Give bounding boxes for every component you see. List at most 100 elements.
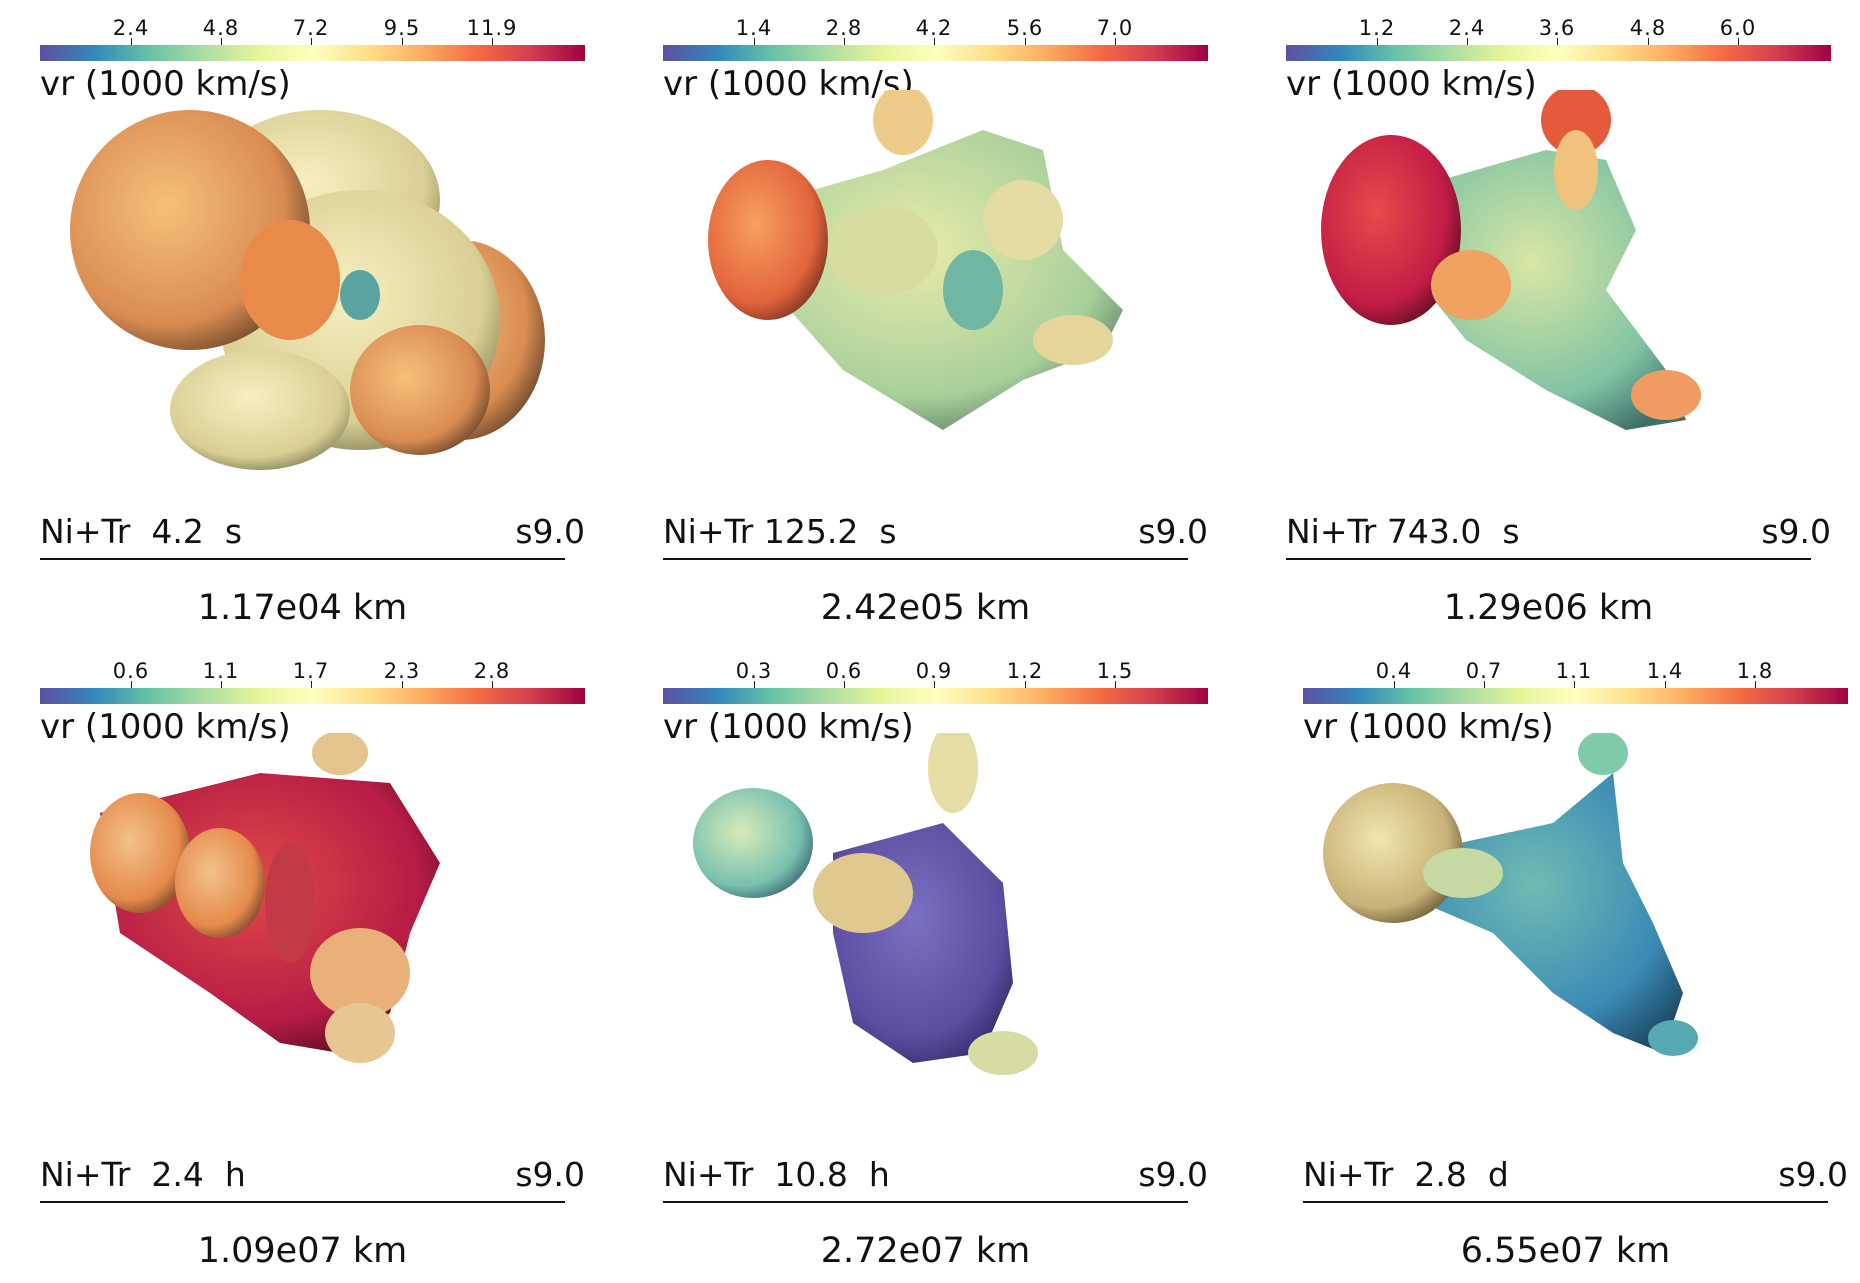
colorbar-tick: 1.2	[1358, 16, 1396, 40]
caption-model-time: Ni+Tr 10.8 h	[663, 1155, 890, 1194]
colorbar-tick-mark	[844, 681, 845, 688]
colorbar-tick: 1.1	[1555, 659, 1593, 683]
colorbar-tick: 0.4	[1375, 659, 1413, 683]
scale-length: 2.42e05 km	[820, 588, 1031, 628]
colorbar-tick-mark	[1467, 38, 1468, 45]
colorbar-tick: 5.6	[1006, 16, 1044, 40]
colorbar-tick-mark	[754, 681, 755, 688]
colorbar-tick-mark	[131, 681, 132, 688]
time-value: 125.2	[763, 512, 859, 551]
model-tag: s9.0	[1138, 1155, 1208, 1194]
time-unit: s	[224, 512, 243, 551]
colorbar-label: vr (1000 km/s)	[663, 64, 914, 104]
colorbar-tick: 1.8	[1736, 659, 1774, 683]
colorbar-tick: 7.2	[292, 16, 330, 40]
colorbar-tick-mark	[1115, 681, 1116, 688]
colorbar-tick: 9.5	[383, 16, 421, 40]
colorbar-tick: 6.0	[1719, 16, 1757, 40]
model-label: Ni+Tr	[663, 1155, 754, 1194]
colorbar-gradient	[1286, 45, 1831, 61]
panel-2: 1.4 2.8 4.2 5.6 7.0 vr (1000 km/s) Ni+Tr…	[663, 0, 1223, 640]
colorbar-tick-mark	[311, 38, 312, 45]
colorbar-label: vr (1000 km/s)	[40, 64, 291, 104]
colorbar-tick: 2.3	[383, 659, 421, 683]
ejecta-render	[70, 110, 545, 470]
colorbar-tick: 3.6	[1538, 16, 1576, 40]
panel-3: 1.2 2.4 3.6 4.8 6.0 vr (1000 km/s) Ni+Tr…	[1286, 0, 1846, 640]
colorbar-tick: 1.4	[735, 16, 773, 40]
colorbar-tick: 2.4	[1448, 16, 1486, 40]
colorbar-tick-mark	[1755, 681, 1756, 688]
colorbar-label: vr (1000 km/s)	[1286, 64, 1537, 104]
colorbar-tick-mark	[221, 681, 222, 688]
colorbar-tick-mark	[844, 38, 845, 45]
colorbar-tick: 0.6	[825, 659, 863, 683]
colorbar-tick: 4.8	[1629, 16, 1667, 40]
panel-4: 0.6 1.1 1.7 2.3 2.8 vr (1000 km/s) Ni+Tr…	[40, 643, 600, 1283]
time-value: 2.4	[151, 1155, 204, 1194]
model-label: Ni+Tr	[1286, 512, 1377, 551]
colorbar-tick-mark	[754, 38, 755, 45]
model-tag: s9.0	[1778, 1155, 1848, 1194]
model-label: Ni+Tr	[663, 512, 754, 551]
time-value: 743.0	[1386, 512, 1482, 551]
ejecta-render	[708, 90, 1123, 430]
time-unit: s	[879, 512, 897, 551]
model-label: Ni+Tr	[1303, 1155, 1394, 1194]
colorbar-label: vr (1000 km/s)	[1303, 707, 1554, 747]
colorbar-gradient	[663, 45, 1208, 61]
caption-model-time: Ni+Tr 2.4 h	[40, 1155, 246, 1194]
colorbar-tick: 2.8	[825, 16, 863, 40]
colorbar-tick-mark	[1665, 681, 1666, 688]
colorbar-label: vr (1000 km/s)	[40, 707, 291, 747]
colorbar-tick: 4.8	[202, 16, 240, 40]
caption-model-time: Ni+Tr 4.2 s	[40, 512, 242, 551]
model-label: Ni+Tr	[40, 1155, 131, 1194]
scale-bar	[1286, 558, 1811, 560]
colorbar-tick-mark	[492, 681, 493, 688]
colorbar-tick: 1.2	[1006, 659, 1044, 683]
model-tag: s9.0	[515, 512, 585, 551]
colorbar-gradient	[40, 45, 585, 61]
scale-length: 1.17e04 km	[197, 588, 408, 628]
colorbar-tick-mark	[402, 38, 403, 45]
model-tag: s9.0	[515, 1155, 585, 1194]
colorbar-tick-mark	[1115, 38, 1116, 45]
colorbar-tick: 0.7	[1465, 659, 1503, 683]
colorbar-tick: 1.7	[292, 659, 330, 683]
scale-length: 2.72e07 km	[820, 1231, 1031, 1271]
colorbar-tick-mark	[1484, 681, 1485, 688]
colorbar-tick: 7.0	[1096, 16, 1134, 40]
scale-bar	[40, 558, 565, 560]
time-unit: h	[224, 1155, 246, 1194]
caption-model-time: Ni+Tr 743.0 s	[1286, 512, 1520, 551]
colorbar-tick-mark	[402, 681, 403, 688]
time-value: 10.8	[774, 1155, 848, 1194]
scale-bar	[40, 1201, 565, 1203]
colorbar-tick: 11.9	[466, 16, 518, 40]
ejecta-render	[1321, 90, 1701, 430]
colorbar-tick-mark	[1557, 38, 1558, 45]
time-value: 4.2	[151, 512, 204, 551]
scale-length: 6.55e07 km	[1460, 1231, 1671, 1271]
panel-6: 0.4 0.7 1.1 1.4 1.8 vr (1000 km/s) Ni+Tr…	[1303, 643, 1860, 1283]
time-value: 2.8	[1414, 1155, 1467, 1194]
model-tag: s9.0	[1138, 512, 1208, 551]
colorbar-tick-mark	[131, 38, 132, 45]
time-unit: s	[1502, 512, 1520, 551]
ejecta-render	[693, 733, 1038, 1075]
colorbar-tick-mark	[492, 38, 493, 45]
panel-1: 2.4 4.8 7.2 9.5 11.9 vr (1000 km/s) Ni+T…	[40, 0, 600, 640]
colorbar-tick: 0.3	[735, 659, 773, 683]
colorbar-tick-mark	[1738, 38, 1739, 45]
colorbar-tick-mark	[934, 681, 935, 688]
panel-5: 0.3 0.6 0.9 1.2 1.5 vr (1000 km/s) Ni+Tr…	[663, 643, 1223, 1283]
colorbar-tick: 2.8	[473, 659, 511, 683]
scale-bar	[1303, 1201, 1828, 1203]
colorbar-tick-mark	[934, 38, 935, 45]
colorbar-tick-mark	[1025, 681, 1026, 688]
caption-model-time: Ni+Tr 2.8 d	[1303, 1155, 1509, 1194]
model-label: Ni+Tr	[40, 512, 131, 551]
scale-length: 1.09e07 km	[197, 1231, 408, 1271]
time-unit: d	[1487, 1155, 1509, 1194]
